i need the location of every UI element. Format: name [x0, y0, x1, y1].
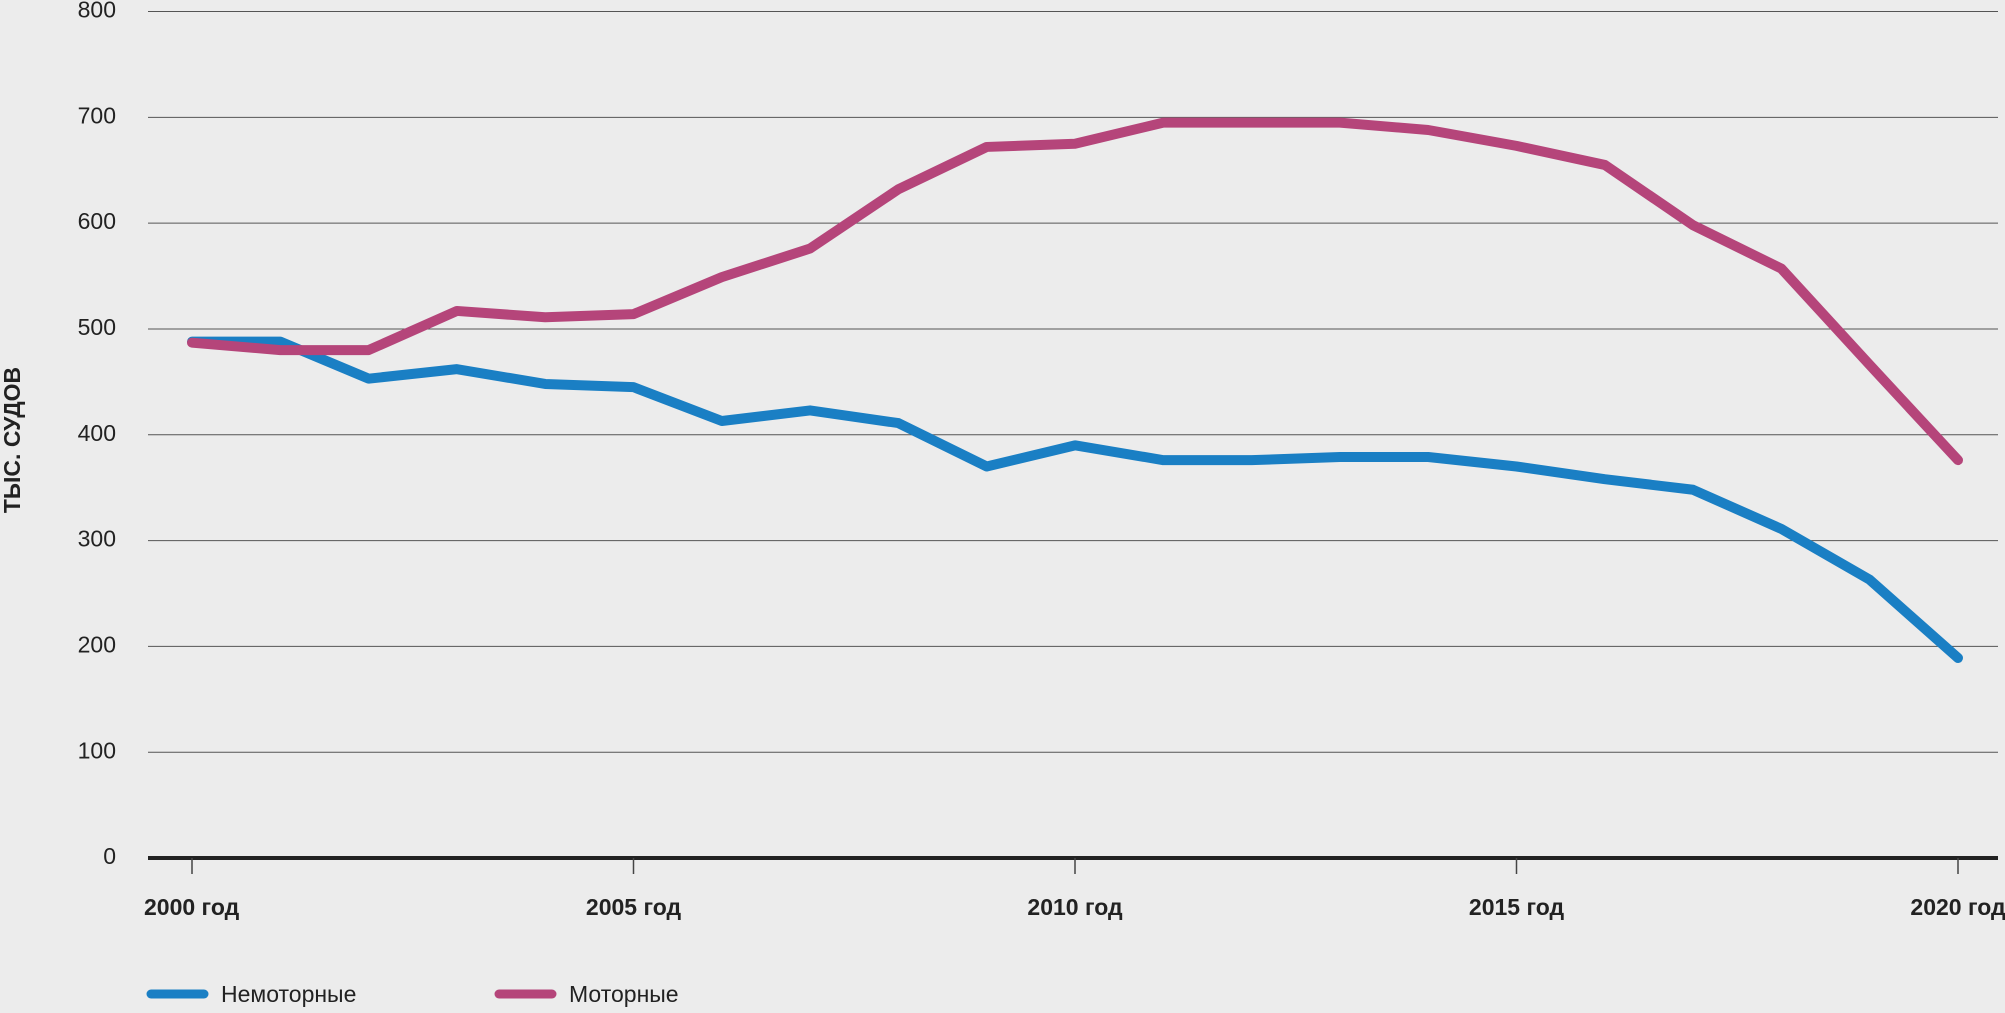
y-tick-label: 700 [78, 102, 116, 128]
y-tick-label: 600 [78, 208, 116, 234]
y-tick-label: 300 [78, 526, 116, 552]
x-tick-label: 2015 год [1469, 894, 1565, 920]
y-tick-label: 400 [78, 420, 116, 446]
legend-label: Моторные [569, 981, 679, 1007]
x-tick-label: 2010 год [1027, 894, 1123, 920]
y-axis-title: ТЫС. СУДОВ [0, 367, 25, 513]
y-tick-label: 0 [103, 843, 116, 869]
x-tick-label: 2005 год [586, 894, 682, 920]
series-line [187, 117, 1963, 466]
series-line [187, 336, 1963, 664]
legend-label: Немоторные [221, 981, 356, 1007]
x-tick-label: 2000 год [144, 894, 240, 920]
y-tick-label: 200 [78, 631, 116, 657]
x-tick-label: 2020 год [1910, 894, 2005, 920]
y-tick-label: 100 [78, 737, 116, 763]
y-tick-label: 500 [78, 314, 116, 340]
y-tick-label: 800 [78, 0, 116, 23]
